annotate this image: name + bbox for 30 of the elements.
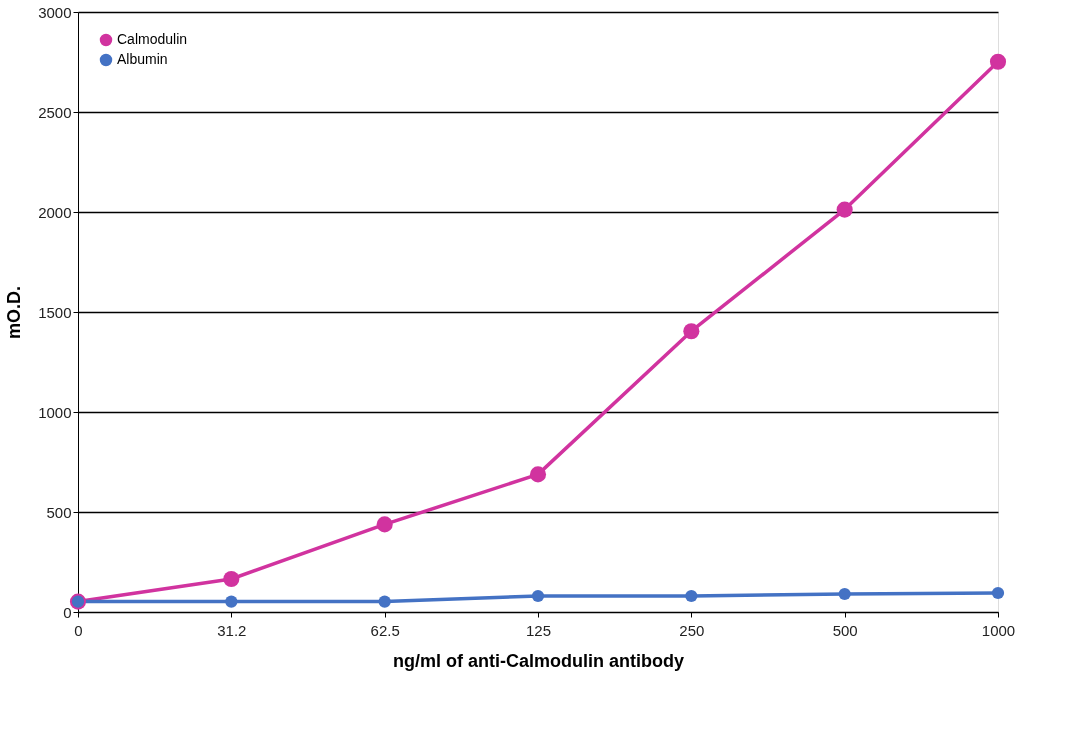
- x-tick-label: 500: [832, 621, 858, 639]
- x-tick-label: 31.2: [217, 621, 247, 639]
- point: [989, 53, 1007, 70]
- point: [683, 323, 700, 340]
- point: [378, 595, 391, 608]
- point: [685, 589, 698, 603]
- point: [991, 586, 1005, 600]
- y-tick-label: 2500: [38, 103, 72, 121]
- point: [531, 589, 545, 603]
- x-tick-label: 62.5: [370, 621, 400, 639]
- y-tick-label: 3000: [38, 3, 72, 21]
- y-tick-label: 500: [46, 503, 72, 521]
- y-tick-label: 0: [63, 603, 72, 621]
- y-tick-label: 1000: [38, 403, 72, 421]
- point: [225, 595, 238, 608]
- point: [223, 570, 240, 588]
- point: [376, 516, 393, 533]
- x-tick-label: 250: [679, 621, 705, 639]
- x-tick-label: 125: [525, 621, 552, 639]
- legend-label: Calmodulin: [117, 31, 188, 47]
- point: [836, 201, 853, 218]
- y-tick-label: 2000: [38, 203, 72, 221]
- y-tick-label: 1500: [38, 303, 72, 321]
- x-axis-title: ng/ml of anti-Calmodulin antibody: [393, 650, 684, 671]
- legend-label: Albumin: [117, 51, 168, 67]
- x-tick-label: 1000: [981, 621, 1016, 639]
- y-axis-title: mO.D.: [4, 285, 25, 340]
- x-tick-label: 0: [74, 621, 83, 639]
- point: [529, 466, 547, 483]
- point: [838, 587, 851, 601]
